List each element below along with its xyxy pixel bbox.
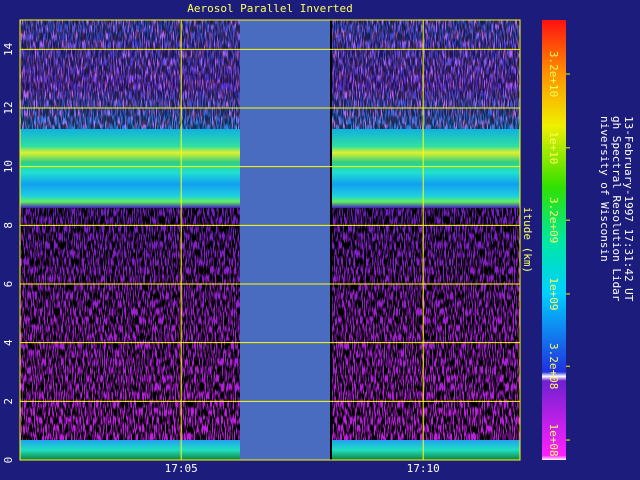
colorbar-tick-label: 3.2e+08 <box>547 343 560 389</box>
chart-title: Aerosol Parallel Inverted <box>187 2 353 15</box>
annotation: gh Spectral Resolution Lidar <box>610 116 623 302</box>
annotation: 13-February-1997 17:31:42 UT <box>622 116 635 302</box>
y-tick-label: 4 <box>2 339 15 346</box>
y-tick-label: 10 <box>2 160 15 173</box>
colorbar-tick-label: 3.2e+09 <box>547 197 560 243</box>
x-tick-label: 17:10 <box>407 462 440 475</box>
y-tick-label: 2 <box>2 398 15 405</box>
y-axis-label: itude (km) <box>521 207 534 273</box>
y-tick-label: 14 <box>2 42 15 56</box>
raster <box>20 20 520 460</box>
y-tick-label: 0 <box>2 457 15 464</box>
colorbar <box>542 20 566 460</box>
gap-edge <box>330 20 332 460</box>
data-gap <box>240 20 330 460</box>
y-tick-label: 12 <box>2 101 15 114</box>
colorbar-tick-label: 3.2e+10 <box>547 51 560 97</box>
y-tick-label: 6 <box>2 281 15 288</box>
annotation: niversity of Wisconsin <box>598 116 611 262</box>
y-tick-label: 8 <box>2 222 15 229</box>
colorbar-tick-label: 1e+09 <box>547 277 560 310</box>
colorbar-tick-label: 1e+08 <box>547 423 560 456</box>
x-tick-label: 17:05 <box>165 462 198 475</box>
colorbar-tick-label: 1e+10 <box>547 131 560 164</box>
